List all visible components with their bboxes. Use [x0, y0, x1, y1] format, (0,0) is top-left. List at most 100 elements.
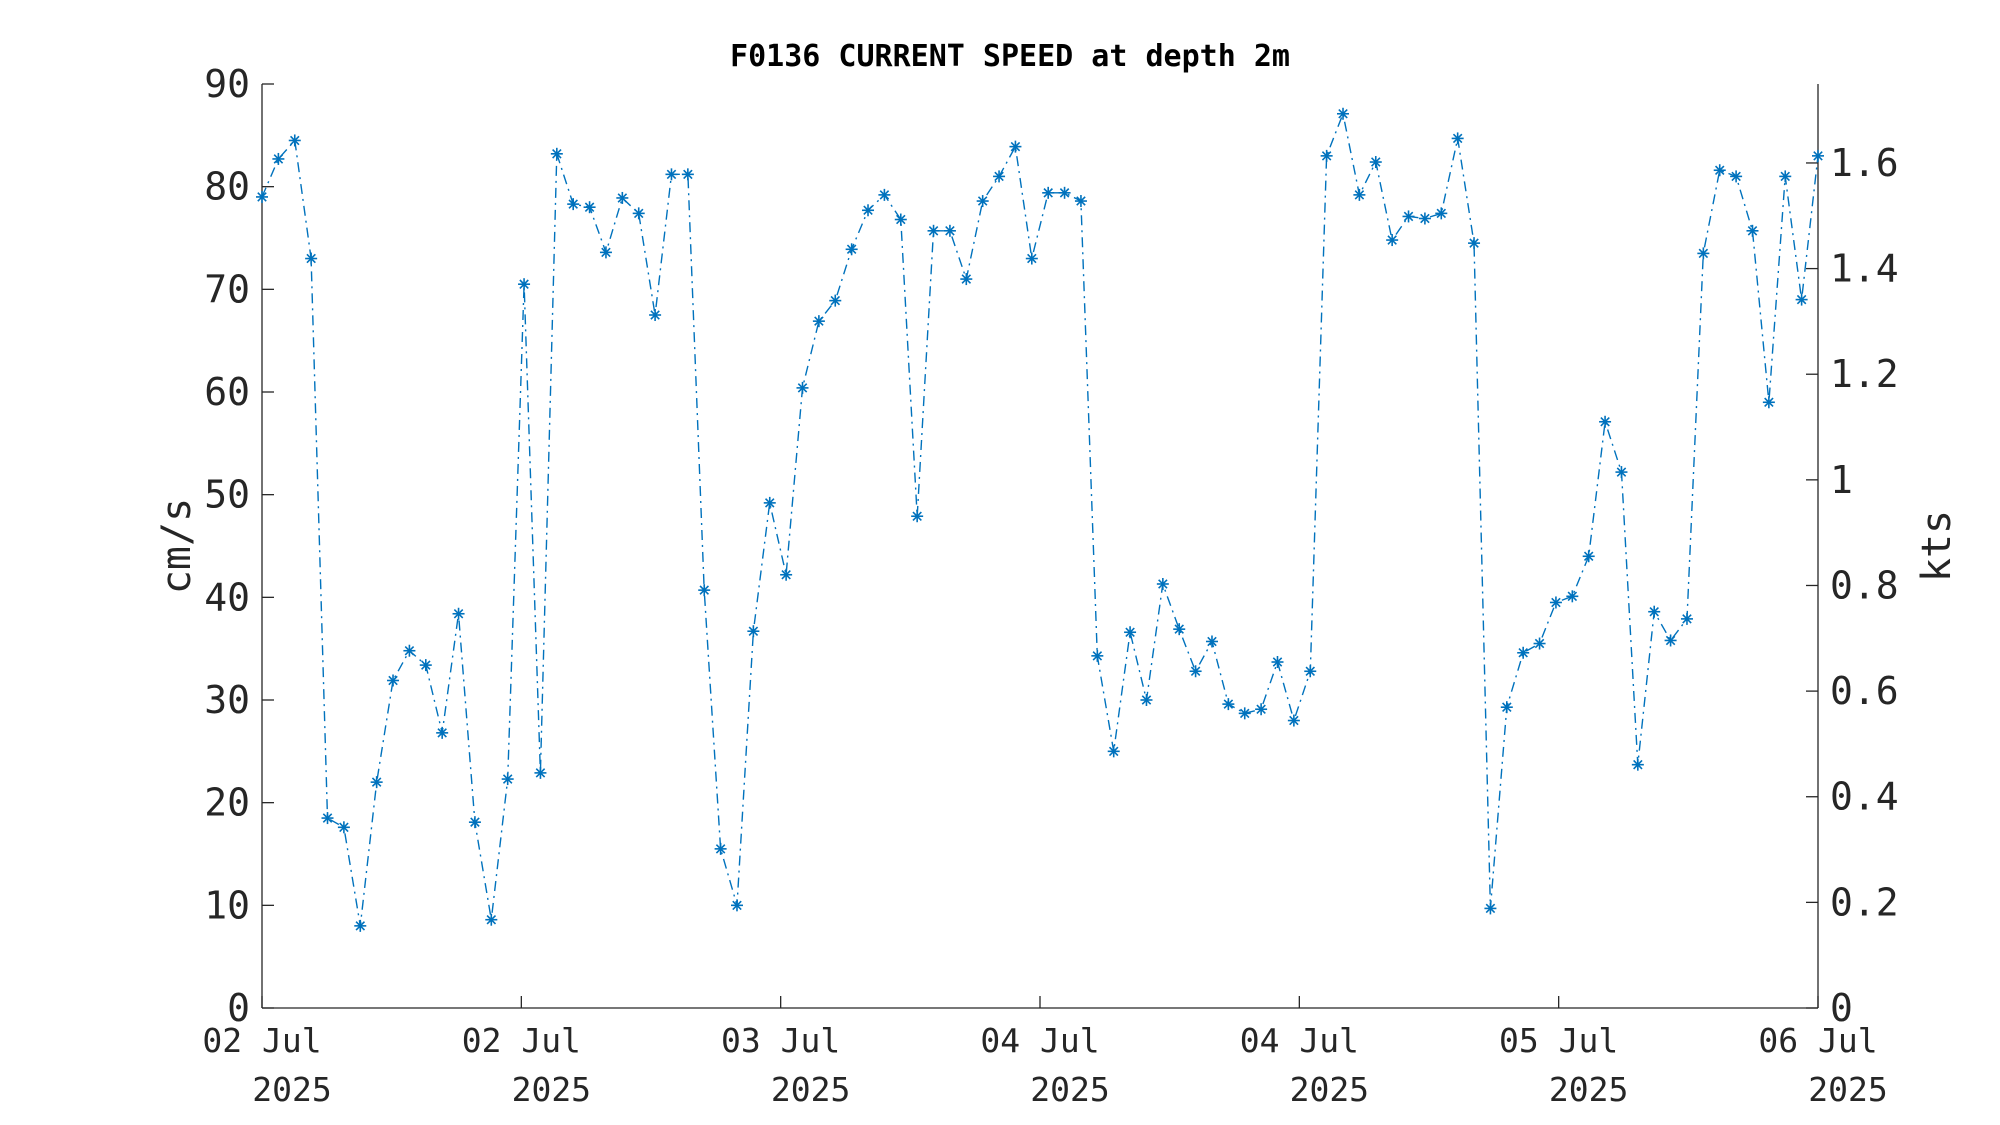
y2-tick-label-8: 1.6 — [1830, 141, 1899, 185]
data-point — [1468, 237, 1481, 250]
y-axis-label: cm/s — [154, 498, 200, 594]
data-point — [894, 213, 907, 226]
data-point — [354, 919, 367, 932]
data-point — [960, 273, 973, 286]
data-point — [616, 191, 629, 204]
data-point — [730, 899, 743, 912]
chart-title: F0136 CURRENT SPEED at depth 2m — [730, 39, 1290, 74]
data-point — [1386, 234, 1399, 247]
data-point — [403, 644, 416, 657]
data-point — [599, 246, 612, 259]
data-point — [288, 134, 301, 147]
data-point — [452, 607, 465, 620]
data-point — [485, 913, 498, 926]
data-point — [1697, 247, 1710, 260]
x-ticks: 02 Jul 2025 02 Jul 2025 03 Jul 2025 04 Jul 2025… — [202, 996, 1888, 1109]
data-point — [436, 726, 449, 739]
data-point — [1746, 224, 1759, 237]
data-point — [1042, 186, 1055, 199]
data-point — [763, 496, 776, 509]
data-point — [1402, 210, 1415, 223]
data-point — [1058, 186, 1071, 199]
y-tick-label-3: 30 — [204, 678, 250, 722]
y2-tick-label-5: 1 — [1830, 458, 1853, 502]
data-point — [1418, 212, 1431, 225]
data-point — [583, 201, 596, 214]
data-point — [1304, 665, 1317, 678]
x-tick-year-label-6: 2025 — [1808, 1070, 1887, 1109]
x-tick-year-label-3: 2025 — [1030, 1070, 1109, 1109]
data-point — [1549, 596, 1562, 609]
data-point — [1337, 107, 1350, 120]
data-point — [1484, 902, 1497, 915]
data-point — [681, 168, 694, 181]
data-point — [337, 821, 350, 834]
data-point — [976, 195, 989, 208]
data-point — [812, 315, 825, 328]
data-point — [1533, 637, 1546, 650]
data-point — [1189, 665, 1202, 678]
y2-tick-label-0: 0 — [1830, 986, 1853, 1030]
y2-tick-label-7: 1.4 — [1830, 247, 1899, 291]
data-point — [468, 816, 481, 829]
plot-axes — [261, 84, 1819, 1009]
data-point — [1222, 698, 1235, 711]
y-tick-label-0: 0 — [227, 986, 250, 1030]
data-point — [534, 766, 547, 779]
y-tick-label-4: 40 — [204, 575, 250, 619]
data-point — [1664, 634, 1677, 647]
data-point — [1025, 252, 1038, 265]
data-point — [1156, 577, 1169, 590]
data-point — [321, 812, 334, 825]
data-point — [698, 584, 711, 597]
data-point — [1713, 164, 1726, 177]
data-point — [649, 309, 662, 321]
data-point — [862, 204, 875, 217]
data-point — [1140, 694, 1153, 706]
x-tick-year-label-0: 2025 — [252, 1070, 331, 1109]
right-y-ticks: 0 0.2 0.4 0.6 0.8 1 1.2 1.4 1.6 — [1806, 141, 1899, 1030]
data-point — [1779, 170, 1792, 183]
data-point — [1107, 745, 1120, 758]
data-point — [305, 252, 318, 265]
data-point — [1680, 612, 1693, 625]
data-point — [1435, 207, 1448, 220]
x-tick-label-3: 04 Jul — [980, 1021, 1099, 1060]
x-tick-label-5: 05 Jul — [1499, 1021, 1618, 1060]
series-line-0 — [261, 111, 1819, 927]
data-point — [1812, 149, 1824, 162]
data-point — [550, 147, 563, 160]
x-tick-label-6: 06 Jul — [1758, 1021, 1877, 1060]
data-point — [387, 674, 400, 687]
data-point — [714, 842, 727, 855]
data-point — [1648, 605, 1661, 618]
y2-tick-label-6: 1.2 — [1830, 352, 1899, 396]
data-point — [943, 224, 956, 237]
data-point — [1566, 590, 1579, 603]
x-tick-year-label-4: 2025 — [1290, 1070, 1369, 1109]
data-point — [1582, 550, 1595, 563]
y2-tick-label-3: 0.6 — [1830, 669, 1899, 713]
data-point — [780, 568, 793, 581]
y2-tick-label-1: 0.2 — [1830, 880, 1899, 924]
data-point — [747, 625, 760, 638]
x-tick-label-2: 03 Jul — [721, 1021, 840, 1060]
data-point — [370, 776, 383, 789]
data-point — [1369, 156, 1382, 169]
data-point — [1091, 649, 1104, 662]
x-tick-label-1: 02 Jul — [462, 1021, 581, 1060]
y-tick-label-9: 90 — [204, 62, 250, 106]
y-tick-label-6: 60 — [204, 370, 250, 414]
y-tick-label-7: 70 — [204, 267, 250, 311]
x-tick-year-label-5: 2025 — [1549, 1070, 1628, 1109]
data-point — [567, 198, 580, 211]
data-point — [1320, 149, 1333, 162]
data-point — [501, 773, 514, 786]
x-tick-label-0: 02 Jul — [202, 1021, 321, 1060]
data-point — [256, 190, 268, 203]
data-point — [1173, 623, 1186, 636]
y-tick-label-5: 50 — [204, 473, 250, 517]
y2-tick-label-4: 0.8 — [1830, 563, 1899, 607]
y2-tick-label-2: 0.4 — [1830, 775, 1899, 819]
data-point — [1762, 396, 1775, 409]
